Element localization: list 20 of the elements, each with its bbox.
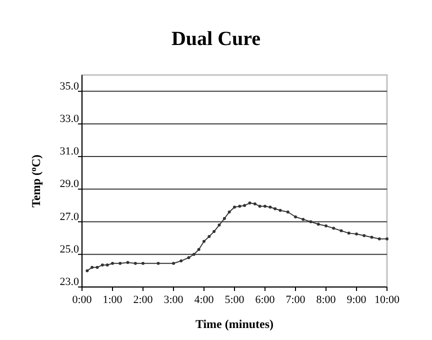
- x-tick-label: 9:00: [346, 294, 367, 306]
- x-axis-title: Time (minutes): [195, 317, 274, 331]
- y-tick-label: 27.0: [60, 210, 80, 223]
- y-tick-label: 31.0: [60, 146, 80, 158]
- x-tick-label: 10:00: [374, 294, 400, 306]
- x-tick-label: 8:00: [316, 294, 336, 306]
- x-tick-label: 5:00: [224, 294, 245, 306]
- x-tick-label: 7:00: [286, 294, 306, 306]
- x-tick-label: 3:00: [164, 294, 184, 306]
- y-tick-label: 25.0: [60, 243, 80, 256]
- x-tick-label: 4:00: [194, 294, 214, 306]
- y-tick-label: 35.0: [60, 80, 80, 92]
- y-tick-label: 29.0: [60, 178, 80, 190]
- chart-title: Dual Cure: [171, 28, 261, 50]
- x-tick-label: 0:00: [72, 294, 92, 306]
- x-tick-label: 1:00: [102, 294, 123, 306]
- y-tick-label: 23.0: [60, 276, 80, 288]
- x-tick-label: 2:00: [133, 294, 154, 306]
- x-tick-label: 6:00: [255, 294, 276, 306]
- y-tick-label: 33.0: [60, 112, 80, 125]
